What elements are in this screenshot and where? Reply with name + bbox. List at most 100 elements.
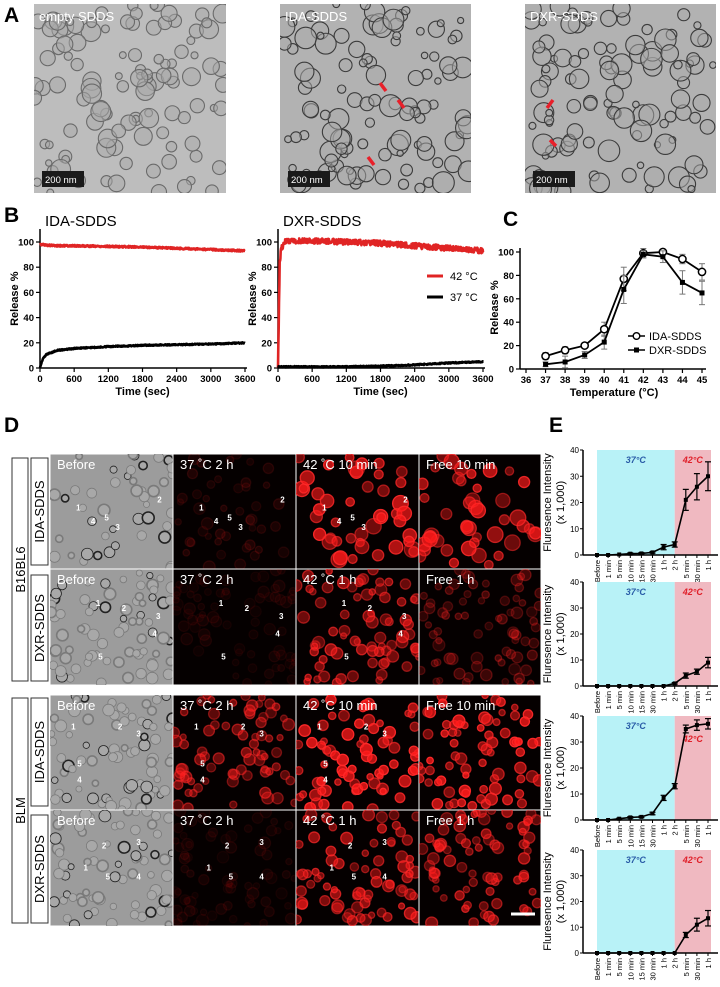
cell [361,480,374,493]
cell [442,601,454,612]
cell [130,746,140,757]
cell [82,741,90,749]
cell [86,487,98,499]
scale-bar-box [533,171,575,187]
vesicle [319,109,331,121]
cell [50,488,62,502]
y-tick-label: 0 [509,365,514,376]
cell [102,703,115,717]
cell-marker-number: 1 [96,599,101,608]
cell [453,461,469,476]
cells [50,569,173,685]
cell [273,644,286,657]
cell-line-label-box [11,697,29,924]
cell [426,852,440,865]
image-title: Free 10 min [426,698,495,713]
cell [366,753,378,764]
cell [395,635,409,649]
cell [419,842,429,856]
vesicle [201,17,213,29]
vesicle [583,17,593,27]
cell [62,913,72,923]
cell [264,591,275,603]
panel-letter-c: C [503,208,518,231]
cell [173,591,181,599]
vesicle [81,83,103,104]
cells [419,695,541,810]
cell [84,607,94,617]
cell-marker-number: 1 [342,599,347,608]
cell [330,517,341,528]
cell [173,586,182,597]
cell [162,668,173,680]
region-label: 42°C [682,455,704,465]
cell [365,517,382,535]
cell [440,811,454,826]
y-tick-label: 40 [570,446,579,455]
cell-image-1-3: Free 1 h [418,568,542,686]
cell [272,579,286,593]
cell [345,532,357,544]
cell [493,550,504,562]
cell [153,775,162,784]
cell-marker-number: 2 [368,604,373,613]
vesicle [280,36,292,51]
cell [433,658,442,667]
cell [219,574,232,587]
cell [279,595,293,609]
cell [229,800,238,809]
cells [419,569,541,685]
x-tick-label: 15 min [637,958,646,981]
micrograph-0: empty SDDS 200 nm [34,4,226,193]
x-tick-label: 1 min [604,691,613,709]
y-axis-unit: (x 1,000) [555,880,567,923]
cell [56,753,67,763]
cell [425,765,435,776]
cell [192,919,201,926]
cell [301,569,315,582]
cell [272,498,285,510]
x-tick-label: 1 h [660,691,669,701]
drug-label: DXR-SDDS [32,835,47,903]
data-point-open-circle [599,324,609,334]
cell [83,857,92,867]
cell [113,627,125,638]
cell [386,836,396,847]
cell [53,810,62,817]
cell-marker-number: 5 [106,873,111,882]
y-tick-label: 100 [18,238,34,249]
cell [189,788,198,798]
cell-marker-number: 2 [118,723,123,732]
cell-marker-number: 4 [152,629,157,638]
cell-marker-number: 3 [259,729,264,738]
cell-marker-number: 1 [322,503,327,512]
cell [388,759,399,770]
cell-marker-number: 5 [227,514,232,523]
cell [484,730,494,740]
cell [196,614,210,627]
x-tick-label: 3600 [472,374,493,385]
cell [379,613,393,627]
vesicle [399,105,415,122]
cell [119,603,133,616]
cell [235,764,247,776]
cell [173,904,183,916]
data-point [706,721,710,726]
vesicle [397,178,410,190]
cell [312,503,326,516]
cell [147,871,155,879]
cell [105,917,118,926]
cell [81,547,94,561]
x-tick-label: 42 [638,375,649,386]
cell [489,839,501,851]
cell [254,592,266,604]
data-point [617,816,622,821]
release-chart-ida-sdds: 0 600 1200 1800 2400 3000 3600 0 20 40 60 80 100 Time… [9,213,256,398]
cell [396,596,407,607]
cell [360,588,374,601]
cell [54,848,65,858]
vesicle [305,10,317,23]
region-label: 37°C [626,587,647,597]
x-tick-label: 1 h [704,560,713,570]
